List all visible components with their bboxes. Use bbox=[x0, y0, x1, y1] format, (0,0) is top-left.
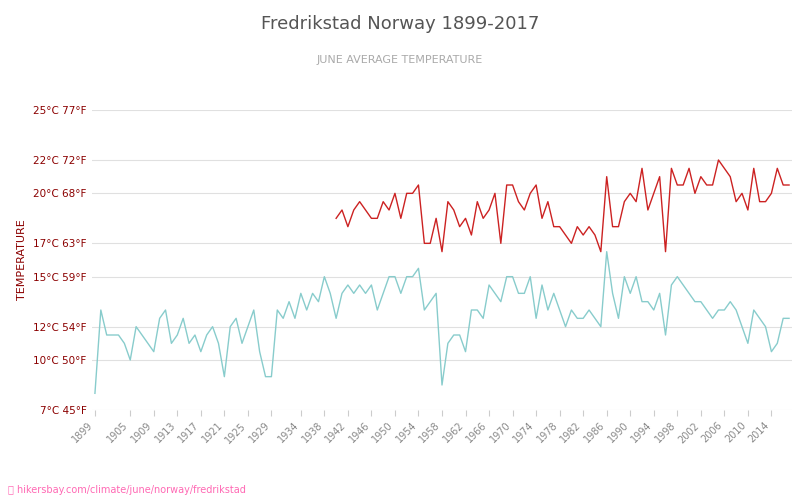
Text: Fredrikstad Norway 1899-2017: Fredrikstad Norway 1899-2017 bbox=[261, 15, 539, 33]
Text: 📍 hikersbay.com/climate/june/norway/fredrikstad: 📍 hikersbay.com/climate/june/norway/fred… bbox=[8, 485, 246, 495]
Y-axis label: TEMPERATURE: TEMPERATURE bbox=[18, 220, 27, 300]
Text: JUNE AVERAGE TEMPERATURE: JUNE AVERAGE TEMPERATURE bbox=[317, 55, 483, 65]
